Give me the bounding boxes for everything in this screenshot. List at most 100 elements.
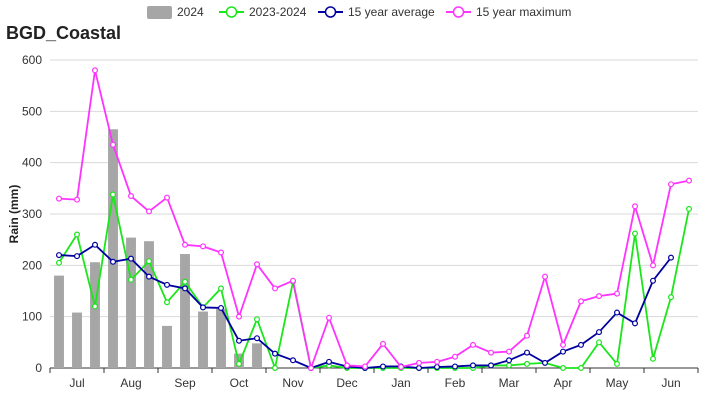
point-15-year-maximum-7 — [182, 241, 189, 248]
bar-2024-7 — [180, 254, 190, 368]
point-15-year-average-22 — [452, 363, 459, 370]
point-15-year-average-4 — [128, 255, 135, 262]
legend-label-15-year-average: 15 year average — [348, 5, 435, 19]
point-2023-2024-29 — [577, 365, 584, 372]
point-15-year-maximum-22 — [452, 353, 459, 360]
point-15-year-maximum-20 — [416, 359, 423, 366]
y-tick-label-200: 200 — [22, 258, 42, 272]
point-15-year-average-10 — [236, 337, 243, 344]
x-tick-label-apr: Apr — [554, 376, 573, 390]
point-15-year-maximum-33 — [649, 262, 656, 269]
point-2023-2024-30 — [595, 339, 602, 346]
legend-item-15-year-maximum[interactable]: 15 year maximum — [446, 5, 571, 19]
legend-marker-2023-2024 — [225, 6, 238, 18]
point-15-year-maximum-15 — [326, 314, 333, 321]
point-15-year-average-28 — [559, 348, 566, 355]
point-15-year-average-6 — [164, 281, 171, 288]
point-15-year-average-2 — [91, 241, 98, 248]
point-15-year-maximum-10 — [236, 313, 243, 320]
point-2023-2024-25 — [506, 362, 513, 369]
point-2023-2024-7 — [182, 278, 189, 285]
point-15-year-average-3 — [109, 258, 116, 265]
point-2023-2024-2 — [91, 303, 98, 310]
point-15-year-maximum-6 — [164, 194, 171, 201]
point-15-year-maximum-17 — [362, 363, 369, 370]
point-2023-2024-1 — [73, 231, 80, 238]
legend-swatch-2024 — [147, 6, 172, 19]
y-tick-label-300: 300 — [22, 207, 42, 221]
point-15-year-average-24 — [488, 362, 495, 369]
point-15-year-maximum-19 — [398, 363, 405, 370]
point-15-year-average-13 — [290, 357, 297, 364]
point-2023-2024-3 — [109, 191, 116, 198]
point-15-year-maximum-35 — [685, 177, 692, 184]
point-15-year-average-30 — [595, 329, 602, 336]
point-2023-2024-34 — [667, 294, 674, 301]
point-2023-2024-12 — [272, 365, 279, 372]
point-15-year-maximum-5 — [146, 208, 153, 215]
point-15-year-average-11 — [254, 335, 261, 342]
bar-2024-1 — [72, 312, 82, 368]
point-15-year-average-12 — [272, 350, 279, 357]
legend[interactable]: 2024 2023-2024 15 year average 15 year maxi… — [147, 5, 571, 19]
bar-2024-3 — [108, 129, 118, 368]
point-15-year-maximum-34 — [667, 181, 674, 188]
point-2023-2024-31 — [613, 360, 620, 367]
bar-2024-0 — [54, 275, 64, 368]
point-15-year-average-0 — [55, 252, 62, 259]
bar-2024-4 — [126, 237, 136, 368]
x-tick-label-mar: Mar — [499, 376, 520, 390]
x-tick-label-may: May — [606, 376, 629, 390]
point-2023-2024-4 — [128, 276, 135, 283]
point-15-year-maximum-13 — [290, 277, 297, 284]
y-tick-label-400: 400 — [22, 156, 42, 170]
legend-item-2024[interactable]: 2024 — [147, 5, 204, 19]
point-2023-2024-32 — [631, 230, 638, 237]
chart-title: BGD_Coastal — [6, 23, 121, 43]
point-15-year-average-33 — [649, 277, 656, 284]
y-tick-label-500: 500 — [22, 104, 42, 118]
bar-2024-2 — [90, 262, 100, 368]
point-15-year-maximum-14 — [308, 365, 315, 372]
point-15-year-maximum-4 — [128, 193, 135, 200]
point-15-year-maximum-8 — [200, 243, 207, 250]
point-15-year-maximum-3 — [109, 141, 116, 148]
point-15-year-average-26 — [523, 349, 530, 356]
legend-item-15-year-average[interactable]: 15 year average — [318, 5, 435, 19]
x-tick-label-feb: Feb — [445, 376, 466, 390]
point-2023-2024-33 — [649, 355, 656, 362]
y-tick-label-0: 0 — [35, 361, 42, 375]
point-15-year-average-23 — [470, 362, 477, 369]
point-15-year-maximum-28 — [559, 341, 566, 348]
point-2023-2024-0 — [55, 259, 62, 266]
point-15-year-average-15 — [326, 358, 333, 365]
line-15-year-maximum — [58, 69, 690, 369]
point-15-year-average-27 — [541, 359, 548, 366]
point-15-year-average-29 — [577, 341, 584, 348]
y-axis-label: Rain (mm) — [7, 185, 21, 244]
x-tick-label-aug: Aug — [120, 376, 141, 390]
x-tick-label-jul: Jul — [69, 376, 84, 390]
point-15-year-maximum-1 — [73, 196, 80, 203]
legend-label-2024: 2024 — [177, 5, 204, 19]
point-15-year-average-1 — [73, 253, 80, 260]
bars-2024 — [54, 129, 262, 368]
point-15-year-maximum-11 — [254, 261, 261, 268]
point-15-year-maximum-32 — [631, 203, 638, 210]
legend-marker-15-year-average — [324, 6, 337, 18]
point-15-year-maximum-21 — [434, 358, 441, 365]
point-15-year-average-32 — [631, 320, 638, 327]
point-2023-2024-35 — [685, 205, 692, 212]
point-2023-2024-11 — [254, 316, 261, 323]
point-15-year-average-20 — [416, 365, 423, 372]
point-15-year-maximum-16 — [344, 362, 351, 369]
legend-item-2023-2024[interactable]: 2023-2024 — [219, 5, 307, 19]
x-tick-label-nov: Nov — [282, 376, 303, 390]
point-15-year-maximum-24 — [488, 349, 495, 356]
x-tick-label-oct: Oct — [230, 376, 249, 390]
point-15-year-average-8 — [200, 304, 207, 311]
x-tick-label-sep: Sep — [174, 376, 196, 390]
point-2023-2024-9 — [218, 285, 225, 292]
point-15-year-maximum-0 — [55, 195, 62, 202]
bar-2024-6 — [162, 325, 172, 368]
